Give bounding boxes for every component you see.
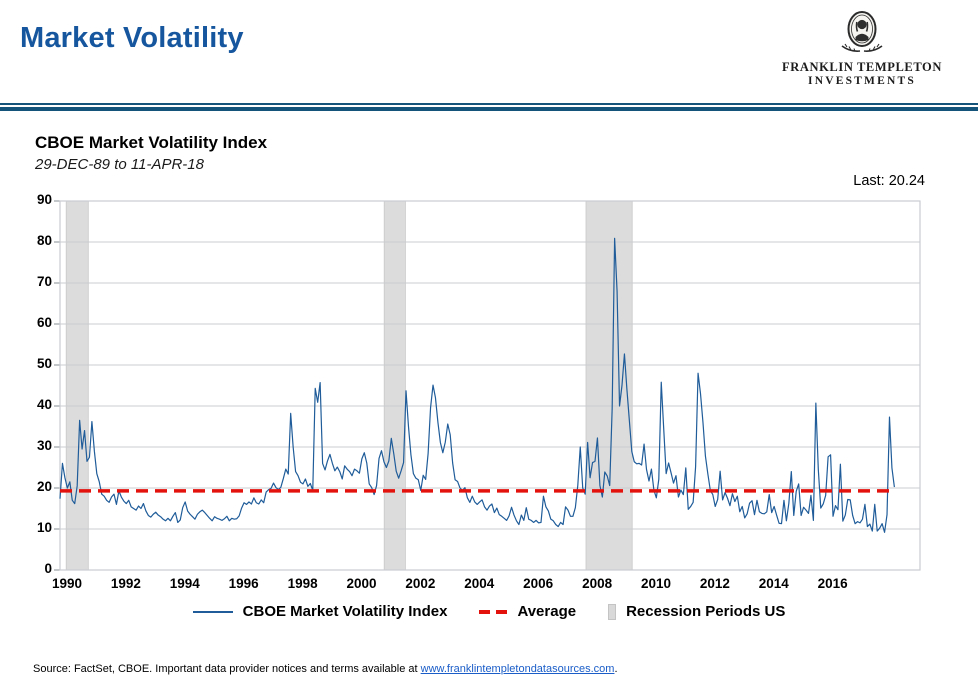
header-rule-thick xyxy=(0,107,978,111)
plot-border xyxy=(59,200,921,571)
data-sources-link[interactable]: www.franklintempletondatasources.com xyxy=(420,663,615,675)
legend-item-vix: CBOE Market Volatility Index xyxy=(192,603,448,620)
recession-band-swatch-icon xyxy=(608,603,617,620)
source-text: Source: FactSet, CBOE. Important data pr… xyxy=(33,663,421,675)
page-title: Market Volatility xyxy=(20,22,244,54)
chart-subtitle: 29-DEC-89 to 11-APR-18 xyxy=(35,156,204,173)
source-suffix: . xyxy=(614,663,618,675)
logo-wordmark-line1: FRANKLIN TEMPLETON xyxy=(781,60,942,74)
chart-legend: CBOE Market Volatility Index Average Rec… xyxy=(0,603,978,620)
ben-franklin-medallion-icon xyxy=(841,11,883,52)
recession-band xyxy=(585,200,633,571)
dashed-line-swatch-icon xyxy=(479,609,508,614)
recession-band xyxy=(383,200,406,571)
header-rule-thin xyxy=(0,103,978,105)
franklin-templeton-logo: FRANKLIN TEMPLETON INVESTMENTS xyxy=(772,10,952,87)
legend-item-average: Average xyxy=(479,603,576,620)
source-note: Source: FactSet, CBOE. Important data pr… xyxy=(33,663,618,675)
legend-label: CBOE Market Volatility Index xyxy=(242,603,448,620)
last-value-label: Last: 20.24 xyxy=(853,173,925,189)
recession-band xyxy=(65,200,89,571)
legend-label: Recession Periods US xyxy=(626,603,786,620)
legend-label: Average xyxy=(517,603,577,620)
logo-wordmark-line2: INVESTMENTS xyxy=(808,75,916,87)
line-swatch-icon xyxy=(192,610,233,613)
chart-title: CBOE Market Volatility Index xyxy=(35,133,268,152)
vix-line-series xyxy=(59,237,895,533)
legend-item-recession: Recession Periods US xyxy=(608,603,785,620)
